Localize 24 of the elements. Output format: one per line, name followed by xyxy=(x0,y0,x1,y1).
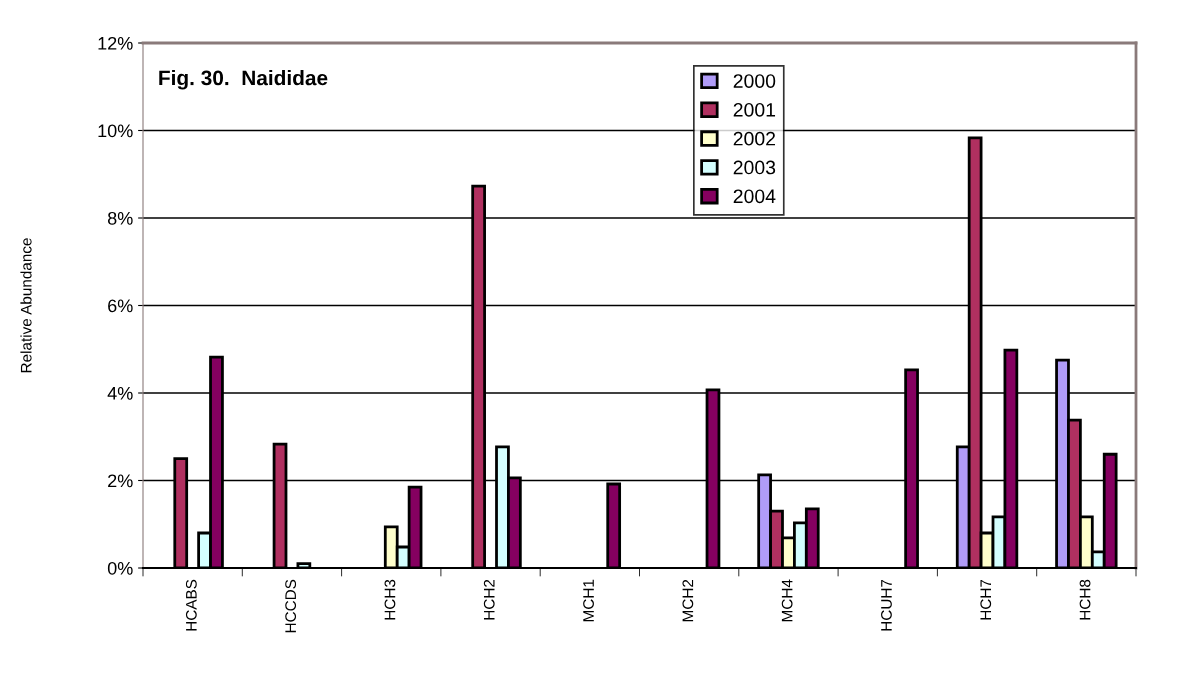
y-tick-label: 2% xyxy=(108,474,133,488)
x-tick-label: HCH3 xyxy=(384,579,396,620)
y-axis-title: Relative Abundance xyxy=(20,238,32,373)
x-tick-label: HCH8 xyxy=(1079,579,1091,620)
x-tick-label: HCCDS xyxy=(285,579,297,633)
y-tick-label: 10% xyxy=(98,124,133,138)
y-tick-label: 12% xyxy=(98,36,133,50)
x-tick-label: HCH2 xyxy=(483,579,495,620)
y-tick-label: 6% xyxy=(108,299,133,313)
y-tick-label: 0% xyxy=(107,561,133,575)
text: Fig. 30. Naididae xyxy=(159,69,328,90)
legend-label: 2003 xyxy=(733,160,776,175)
x-tick-label: MCH2 xyxy=(682,579,694,622)
x-tick-label: HCH7 xyxy=(980,579,992,620)
legend-label: 2004 xyxy=(733,189,776,204)
x-tick-label: MCH1 xyxy=(583,579,594,622)
legend-label: 2001 xyxy=(733,102,776,117)
y-tick-label: 4% xyxy=(107,387,133,400)
legend-label: 2000 xyxy=(733,74,776,88)
x-tick-label: HCUH7 xyxy=(881,579,892,631)
y-tick-label: 8% xyxy=(107,211,133,225)
legend-label: 2002 xyxy=(733,131,776,146)
x-tick-label: MCH4 xyxy=(781,579,793,622)
x-tick-label: HCABS xyxy=(185,579,197,631)
